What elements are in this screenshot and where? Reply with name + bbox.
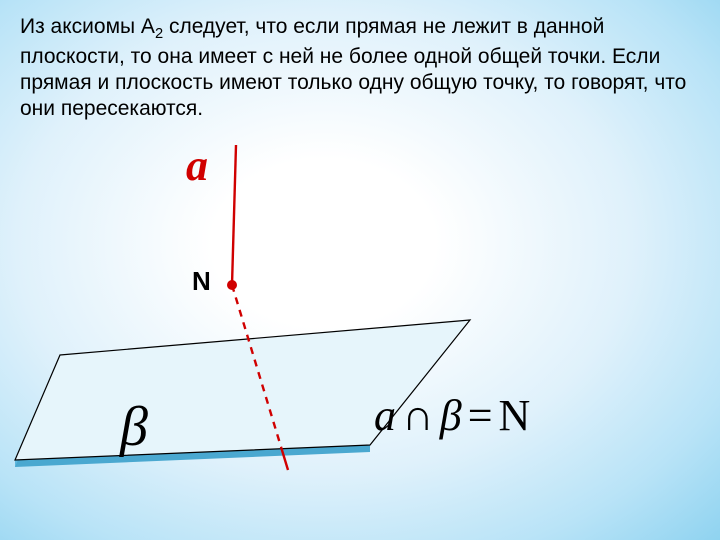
diagram: a β N a∩β=N bbox=[0, 140, 720, 540]
content: Из аксиомы А2 следует, что если прямая н… bbox=[0, 0, 720, 122]
para-pre: Из аксиомы А bbox=[20, 15, 155, 38]
para-sub: 2 bbox=[155, 26, 163, 42]
intersection-formula: a∩β=N bbox=[374, 390, 530, 441]
description-paragraph: Из аксиомы А2 следует, что если прямая н… bbox=[0, 0, 720, 122]
diagram-svg bbox=[0, 140, 720, 540]
formula-cap: ∩ bbox=[396, 391, 440, 440]
formula-n: N bbox=[499, 391, 531, 440]
formula-a: a bbox=[374, 391, 396, 440]
point-label-n: N bbox=[192, 266, 211, 297]
formula-beta: β bbox=[440, 391, 462, 440]
line-label-a: a bbox=[186, 140, 208, 191]
plane-label-beta: β bbox=[120, 395, 148, 459]
formula-eq: = bbox=[462, 391, 499, 440]
